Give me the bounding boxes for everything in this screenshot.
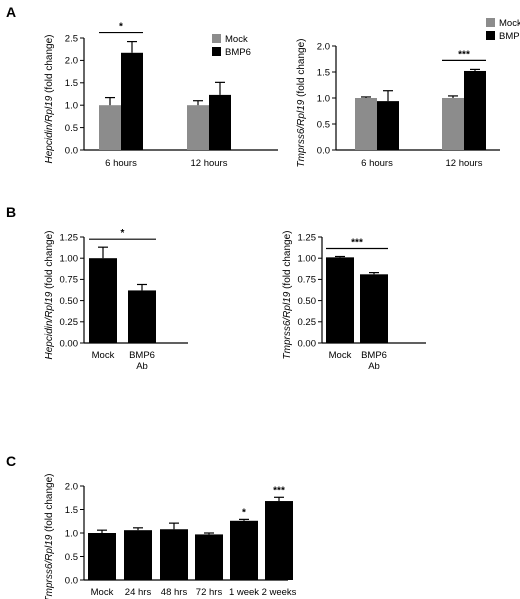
C1-x-tick-label: 48 hrs [161,587,188,598]
A2-y-axis-label-gene: Tmprss6/Rpl19 [296,99,307,167]
A1-x-tick-label: 12 hours [191,158,228,169]
B1-bar-1 [128,290,156,343]
A1-x-tick-label: 6 hours [105,158,137,169]
A2-y-tick-label: 2.0 [317,41,330,52]
A2-y-axis-label-unit: (fold change) [296,39,307,100]
C1-y-axis-label-gene: Tmprss6/Rpl19 [44,534,55,599]
C1-significance-label: *** [273,485,285,496]
A2-bar-bmp6-0 [377,101,399,150]
B1-y-tick-label: 1.25 [60,232,79,243]
A2-y-tick-label: 0.0 [317,145,330,156]
B2-y-axis-label: Tmprss6/Rpl19 (fold change) [282,231,293,360]
A1-legend-label-mock: Mock [225,34,248,45]
C1-x-tick-label: Mock [91,587,114,598]
A1-y-tick-label: 1.0 [65,101,78,112]
panel-letter-b: B [6,204,16,220]
C1-y-tick-label: 0.0 [65,575,78,586]
A1-y-tick-label: 1.5 [65,78,78,89]
B1-y-tick-label: 0.25 [60,317,79,328]
A1-bar-mock-0 [99,105,121,150]
A2-y-tick-label: 0.5 [317,119,330,130]
B2-y-tick-label: 0.75 [298,275,317,286]
A1-significance-label: * [119,22,123,33]
B2-y-tick-label: 1.25 [298,232,317,243]
C1-bar-2 [160,529,188,580]
A2-legend-label-mock: Mock [499,18,520,29]
A1-y-tick-label: 0.0 [65,145,78,156]
A1-bar-bmp6-1 [209,94,231,150]
B2-significance-label: *** [351,238,363,249]
A1-legend-swatch-mock [212,34,221,43]
B2-y-axis-label-unit: (fold change) [282,231,293,292]
C1-y-tick-label: 0.5 [65,552,78,563]
A2-x-tick-label: 12 hours [446,158,483,169]
B1-y-tick-label: 1.00 [60,254,79,265]
C1-x-tick-label: 2 weeks [262,587,297,598]
C1-bar-5 [265,501,293,580]
B2-y-tick-label: 0.00 [298,338,317,349]
C1-x-tick-label: 1 week [229,587,259,598]
C1-bar-0 [88,533,116,580]
A2-legend-swatch-bmp6 [486,31,495,40]
charts-layer: 0.0 0.5 1.0 1.5 2.0 2.5 Hepcidin/Rpl19 (fold c… [44,18,520,599]
C1-y-tick-label: 1.0 [65,528,78,539]
panel-letter-c: C [6,453,16,469]
C1-bar-4 [230,520,258,580]
C1-y-tick-label: 2.0 [65,481,78,492]
B1-significance-label: * [121,228,125,239]
B1-y-axis-label: Hepcidin/Rpl19 (fold change) [44,231,55,360]
A2-y-axis-label: Tmprss6/Rpl19 (fold change) [296,39,307,168]
B2-bar-1 [360,274,388,343]
panel-letter-a: A [6,4,16,20]
C1-y-axis-label: Tmprss6/Rpl19 (fold change) [44,474,55,599]
B1-y-axis-label-unit: (fold change) [44,231,55,292]
B1-x-tick-label: BMP6 [129,350,155,361]
C1-y-axis-label-unit: (fold change) [44,474,55,535]
A2-significance-label: *** [458,49,470,60]
A1-y-tick-label: 2.5 [65,33,78,44]
C1-x-tick-label: 24 hrs [125,587,152,598]
B2-y-axis-label-gene: Tmprss6/Rpl19 [282,291,293,359]
C1-significance-label: * [242,507,246,518]
A2-bar-mock-0 [355,98,377,150]
A1-y-tick-label: 2.0 [65,56,78,67]
B1-bar-0 [89,258,117,343]
B2-x-tick-label: Mock [329,350,352,361]
A1-bar-bmp6-0 [121,52,143,151]
C1-bar-1 [124,530,152,580]
B2-bar-0 [326,257,354,343]
B2-x-tick-label: BMP6 [361,350,387,361]
B1-y-tick-label: 0.75 [60,275,79,286]
B2-y-tick-label: 1.00 [298,254,317,265]
A2-legend-swatch-mock [486,18,495,27]
C1-bar-3 [195,534,223,580]
A1-legend-swatch-bmp6 [212,47,221,56]
B1-y-tick-label: 0.00 [60,338,79,349]
A2-legend-label-bmp6: BMP6 [499,31,520,42]
A1-bar-mock-1 [187,105,209,150]
A1-y-tick-label: 0.5 [65,123,78,134]
B1-x-tick-label: Ab [136,361,148,372]
A2-bar-mock-1 [442,98,464,150]
B1-x-tick-label: Mock [92,350,115,361]
A2-y-tick-label: 1.5 [317,67,330,78]
A1-y-axis-label: Hepcidin/Rpl19 (fold change) [44,35,55,164]
B1-y-axis-label-gene: Hepcidin/Rpl19 [44,291,55,359]
A1-y-axis-label-unit: (fold change) [44,35,55,96]
C1-x-tick-label: 72 hrs [196,587,223,598]
B2-y-tick-label: 0.50 [298,296,317,307]
C1-y-tick-label: 1.5 [65,505,78,516]
B2-x-tick-label: Ab [368,361,380,372]
A2-y-tick-label: 1.0 [317,93,330,104]
A2-bar-bmp6-1 [464,70,486,150]
A2-x-tick-label: 6 hours [361,158,393,169]
B1-y-tick-label: 0.50 [60,296,79,307]
A1-y-axis-label-gene: Hepcidin/Rpl19 [44,95,55,163]
B2-y-tick-label: 0.25 [298,317,317,328]
A1-legend-label-bmp6: BMP6 [225,47,251,58]
